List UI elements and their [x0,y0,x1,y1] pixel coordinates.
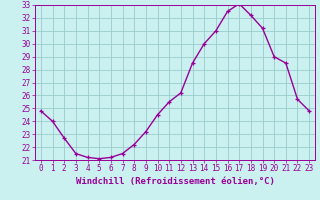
X-axis label: Windchill (Refroidissement éolien,°C): Windchill (Refroidissement éolien,°C) [76,177,275,186]
